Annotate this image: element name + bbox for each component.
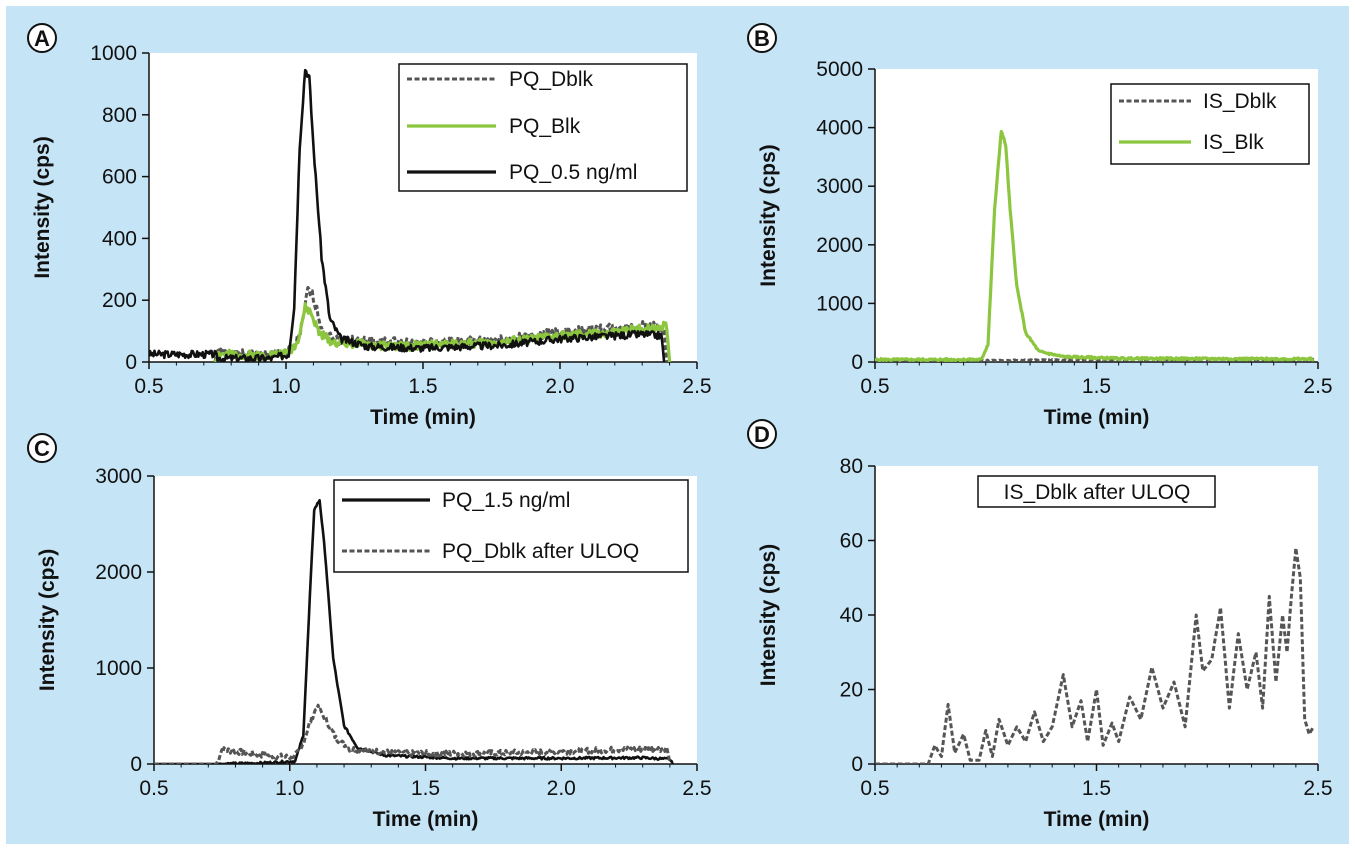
panel-b: 0 1000 2000 3000 4000 5000 0.5 1.5 2.5 Time (min)… [747,23,1333,429]
y-tick-label: 2000 [816,234,863,257]
series-line-is-dblk-after-uloq [875,546,1315,764]
legend-box [333,479,689,573]
panel-letter-badge [27,23,57,53]
x-tick-label: 1.5 [1082,777,1111,800]
y-tick-label: 1000 [95,657,142,680]
x-tick-label: 2.5 [1303,375,1332,398]
x-axis-label: Time (min) [1044,808,1150,831]
panel-d: 0 20 40 60 80 0.5 1.5 2.5 Time (min) Intensity (c… [747,419,1333,831]
y-tick-label: 4000 [816,117,863,140]
legend-label: PQ_1.5 ng/ml [442,489,570,512]
y-axis-label: Intensity (cps) [31,136,54,278]
legend-label: PQ_Dblk after ULOQ [442,540,639,563]
legend-label: IS_Dblk [1203,90,1277,113]
x-axis-label: Time (min) [1044,406,1150,429]
y-tick-label: 1000 [816,292,863,315]
series-line-is-blk [875,129,1315,362]
y-tick-label: 5000 [816,58,863,81]
x-tick-label: 1.5 [408,375,437,398]
legend-label: PQ_Blk [509,115,581,138]
y-tick-label: 0 [851,753,863,776]
x-tick-label: 0.5 [139,777,168,800]
x-axis-label: Time (min) [370,406,476,429]
y-tick-label: 3000 [816,175,863,198]
plot-area [875,466,1318,764]
y-tick-label: 1000 [90,42,137,65]
x-tick-label: 1.5 [411,777,440,800]
x-tick-label: 2.0 [547,777,576,800]
x-tick-label: 0.5 [134,375,163,398]
figure-background: 0 200 400 600 800 1000 0.5 1.0 1.5 2.0 2.5 Time (mi… [6,6,1349,844]
panel-letter-badge [747,419,777,449]
panel-a: 0 200 400 600 800 1000 0.5 1.0 1.5 2.0 2.5 Time (mi… [27,23,712,429]
y-tick-label: 0 [851,351,863,374]
y-tick-label: 60 [840,530,863,553]
y-tick-label: 400 [102,227,137,250]
x-tick-label: 1.5 [1082,375,1111,398]
legend-label: IS_Dblk after ULOQ [1004,481,1191,504]
series-line-pq-dblk-after-uloq [154,703,672,764]
x-tick-label: 2.5 [682,777,711,800]
x-tick-label: 2.5 [1303,777,1332,800]
y-tick-label: 40 [840,604,863,627]
x-tick-label: 2.0 [545,375,574,398]
panel-letter: D [754,422,770,447]
legend-label: PQ_Dblk [509,68,594,91]
series-line-pq-0-5-ng-ml [149,68,666,362]
y-tick-label: 20 [840,679,863,702]
panel-c: 0 1000 2000 3000 0.5 1.0 1.5 2.0 2.5 Time (min) In… [27,433,712,831]
legend-label: PQ_0.5 ng/ml [509,161,637,184]
legend-box [1110,83,1310,165]
legend-box [977,475,1216,508]
y-tick-label: 0 [125,351,137,374]
y-axis-label: Intensity (cps) [757,544,780,686]
y-tick-label: 600 [102,166,137,189]
panel-letter: A [34,26,50,51]
panel-letter: C [34,436,50,461]
panel-letter-badge [27,433,57,463]
y-tick-label: 0 [130,753,142,776]
panel-letter: B [754,26,770,51]
panel-letter-badge [747,23,777,53]
x-tick-label: 1.0 [271,375,300,398]
x-tick-label: 0.5 [860,375,889,398]
y-axis-label: Intensity (cps) [36,549,59,691]
x-tick-label: 1.0 [275,777,304,800]
y-tick-label: 200 [102,289,137,312]
x-tick-label: 2.5 [682,375,711,398]
x-axis-label: Time (min) [373,808,479,831]
y-tick-label: 800 [102,104,137,127]
series-line-pq-1-5-ng-ml [154,499,674,764]
y-tick-label: 2000 [95,561,142,584]
x-tick-label: 0.5 [860,777,889,800]
y-tick-label: 80 [840,455,863,478]
legend-label: IS_Blk [1203,131,1264,154]
y-tick-label: 3000 [95,465,142,488]
y-axis-label: Intensity (cps) [757,144,780,286]
